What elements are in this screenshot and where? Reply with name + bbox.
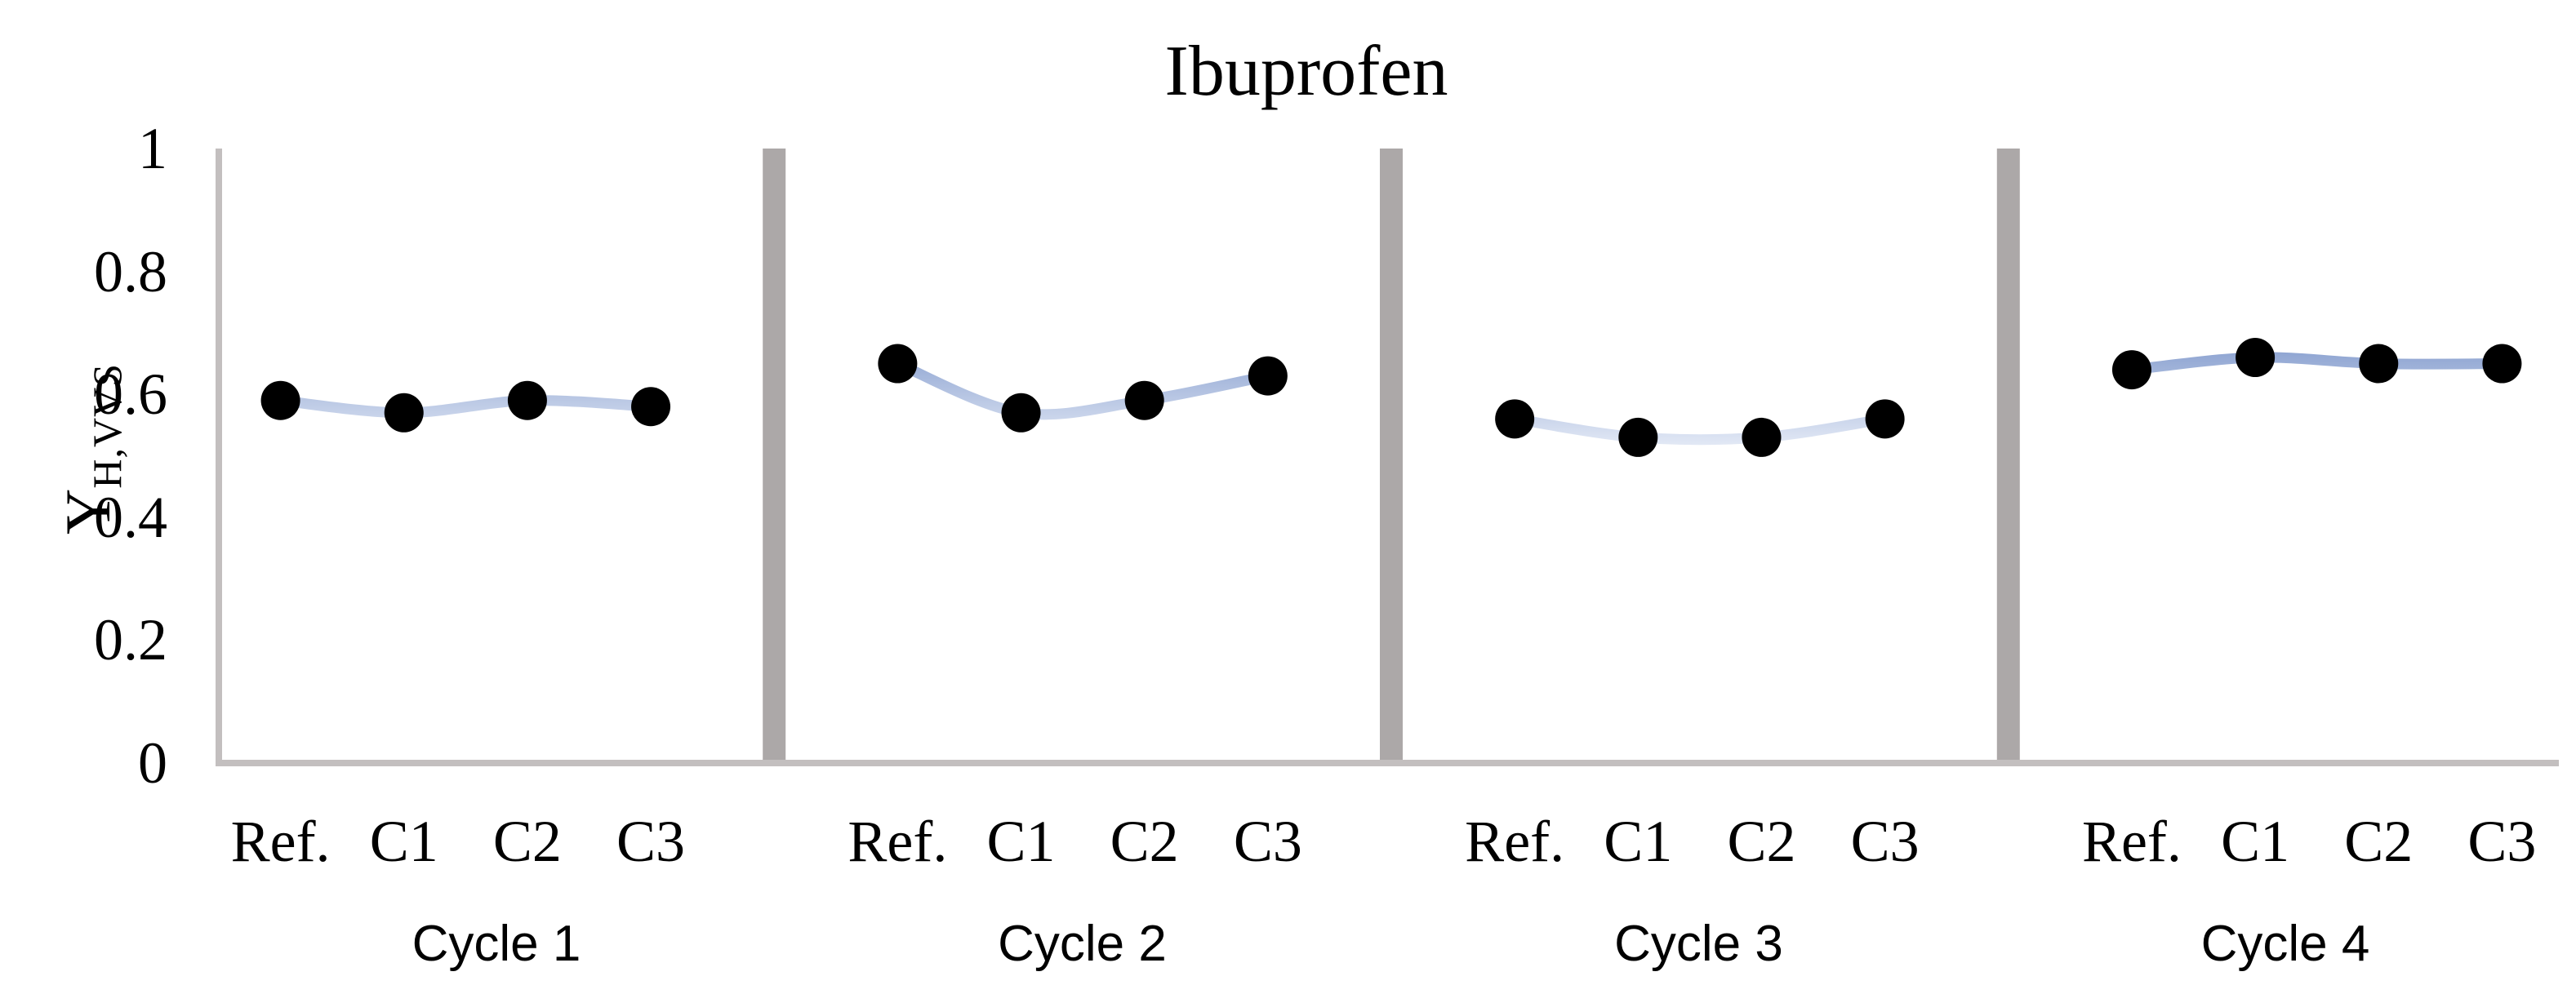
x-category-label: C1: [986, 809, 1056, 874]
data-point: [260, 380, 300, 420]
data-point: [878, 344, 918, 384]
data-point: [384, 393, 424, 433]
data-point: [1618, 417, 1658, 457]
data-point: [631, 387, 671, 427]
data-point: [1124, 380, 1164, 420]
x-category-label: C1: [1604, 809, 1673, 874]
x-category-label: Ref.: [230, 809, 331, 874]
x-category-label: Ref.: [1465, 809, 1565, 874]
data-point: [507, 380, 547, 420]
cycle-group-label: Cycle 3: [1614, 916, 1783, 972]
data-point: [2236, 338, 2276, 378]
y-tick-label: 1: [138, 116, 167, 181]
data-point: [1495, 399, 1535, 439]
data-point: [2111, 350, 2151, 390]
y-tick-label: 0.8: [94, 238, 167, 304]
x-category-label: C3: [2467, 809, 2537, 874]
x-category-label: C3: [1233, 809, 1302, 874]
series-line: [2126, 352, 2507, 375]
x-category-label: C1: [369, 809, 438, 874]
panel-divider: [1380, 149, 1403, 760]
y-tick-label: 0.2: [94, 607, 167, 673]
series-line: [275, 395, 656, 419]
panel-divider: [1996, 149, 2020, 760]
x-category-label: C2: [492, 809, 562, 874]
cycle-group-label: Cycle 4: [2200, 916, 2370, 972]
panel-divider: [763, 149, 786, 760]
x-category-label: C2: [2344, 809, 2414, 874]
y-tick-label: 0: [138, 730, 167, 796]
data-point: [1742, 417, 1782, 457]
x-category-label: Ref.: [2081, 809, 2182, 874]
x-category-label: Ref.: [848, 809, 948, 874]
y-tick-label: 0.6: [94, 362, 167, 428]
x-category-label: C3: [616, 809, 686, 874]
data-point: [1865, 399, 1905, 439]
x-category-label: C1: [2221, 809, 2290, 874]
data-point: [2359, 344, 2399, 384]
series-line: [892, 358, 1274, 420]
y-axis-line: [216, 149, 222, 766]
chart-title: Ibuprofen: [1164, 32, 1448, 111]
x-category-label: C2: [1110, 809, 1179, 874]
x-category-label: C2: [1727, 809, 1796, 874]
y-tick-label: 0.4: [94, 484, 167, 550]
x-category-label: C3: [1850, 809, 1920, 874]
x-axis-line: [216, 760, 2559, 766]
cycle-group-label: Cycle 1: [412, 916, 581, 972]
data-point: [1001, 393, 1041, 433]
data-point: [2482, 344, 2522, 384]
data-point: [1248, 356, 1288, 396]
series-line: [1509, 413, 1891, 446]
cycle-group-label: Cycle 2: [998, 916, 1167, 972]
